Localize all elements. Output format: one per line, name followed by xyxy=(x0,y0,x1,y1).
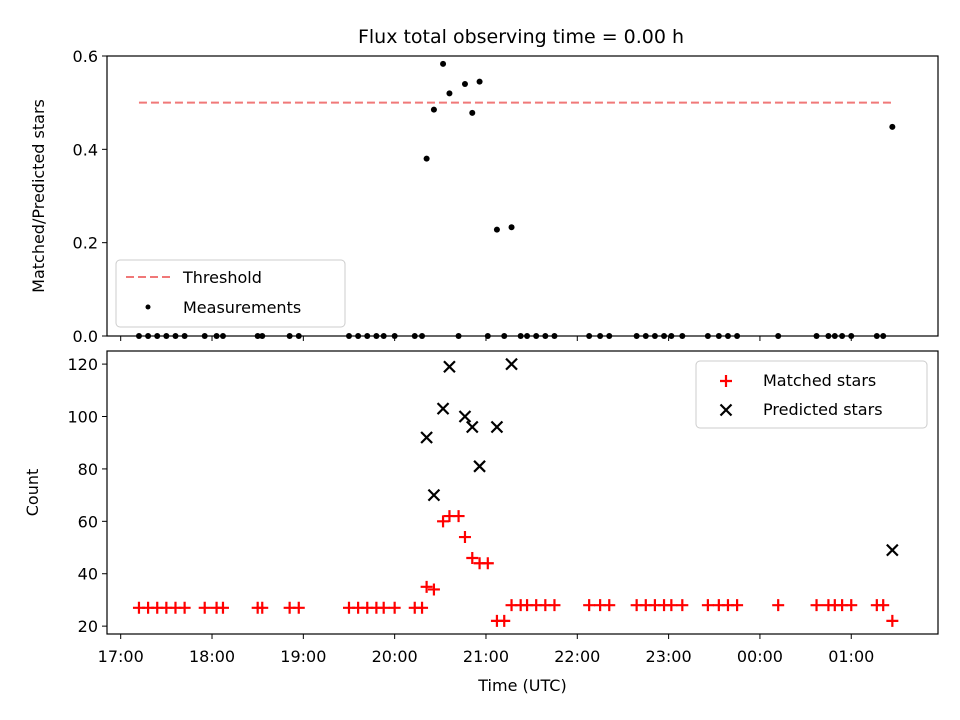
matched-point xyxy=(292,601,305,614)
matched-point xyxy=(731,599,744,612)
legend-predicted-label: Predicted stars xyxy=(763,400,883,419)
measurement-point xyxy=(508,224,515,231)
top-axes-frame xyxy=(106,55,939,337)
predicted-point xyxy=(886,543,899,557)
matched-point xyxy=(437,515,450,528)
predicted-point xyxy=(465,420,479,434)
predicted-point xyxy=(427,488,441,502)
measurement-point xyxy=(423,155,430,162)
bottom-panel: 20 40 60 80 100 120 17:00 18:00 19:00 20:00 21:00 2… xyxy=(23,350,939,695)
legend-threshold-label: Threshold xyxy=(182,268,262,287)
matched-point xyxy=(665,599,678,612)
bottom-legend-box xyxy=(695,360,928,429)
matched-point xyxy=(216,601,229,614)
xtick-label: 21:00 xyxy=(463,647,509,666)
predicted-point xyxy=(443,360,456,373)
bottom-ytick-label: 80 xyxy=(78,460,98,479)
matched-point xyxy=(498,614,511,627)
matched-point xyxy=(583,599,596,612)
bottom-ytick-label: 100 xyxy=(67,408,98,427)
measurement-point xyxy=(440,60,447,67)
matched-point xyxy=(877,599,890,612)
xtick-label: 17:00 xyxy=(98,647,144,666)
bottom-ytick-label: 20 xyxy=(78,617,98,636)
top-ytick-label: 0.4 xyxy=(73,140,98,159)
measurement-point xyxy=(430,106,437,113)
measurement-point xyxy=(446,90,453,97)
measurement-point xyxy=(476,78,483,85)
predicted-point xyxy=(505,357,518,371)
bottom-ylabel: Count xyxy=(23,469,42,517)
matched-point xyxy=(772,599,785,612)
matched-point xyxy=(466,552,479,565)
matched-point xyxy=(481,557,494,570)
matched-point xyxy=(256,601,269,614)
matched-point xyxy=(178,601,191,614)
matched-point xyxy=(810,599,823,612)
bottom-ytick-label: 40 xyxy=(78,565,98,584)
legend-measurement-label: Measurements xyxy=(183,298,301,317)
predicted-point xyxy=(420,431,433,444)
legend-matched-label: Matched stars xyxy=(763,371,876,390)
matched-point xyxy=(452,510,465,523)
xtick-label: 19:00 xyxy=(280,647,326,666)
legend-measurement-swatch xyxy=(145,304,151,310)
matched-point xyxy=(420,580,433,593)
top-ytick-label: 0.2 xyxy=(73,234,98,253)
measurement-point xyxy=(469,109,476,116)
legend-matched-swatch xyxy=(720,375,732,387)
matched-point xyxy=(458,531,471,544)
matched-point xyxy=(676,599,689,612)
matched-point xyxy=(845,599,858,612)
matched-point xyxy=(388,601,401,614)
matched-point xyxy=(886,614,899,627)
measurement-point xyxy=(461,81,468,87)
xtick-label: 23:00 xyxy=(646,647,692,666)
predicted-point xyxy=(473,460,486,473)
xtick-label: 01:00 xyxy=(828,647,874,666)
top-ytick-label: 0.6 xyxy=(73,47,98,66)
matched-point xyxy=(377,601,390,614)
top-ytick-label: 0.0 xyxy=(73,327,98,346)
predicted-point xyxy=(436,402,450,415)
matched-point xyxy=(548,599,561,612)
measurement-point xyxy=(889,123,896,130)
predicted-point xyxy=(490,420,504,434)
xtick-label: 20:00 xyxy=(372,647,418,666)
xtick-label: 00:00 xyxy=(737,647,783,666)
chart-title: Flux total observing time = 0.00 h xyxy=(358,26,684,48)
top-panel: 0.0 0.2 0.4 0.6 Matched/Predicted stars Thres… xyxy=(29,47,939,346)
xtick-label: 22:00 xyxy=(554,647,600,666)
top-legend-box xyxy=(115,259,346,328)
bottom-ytick-label: 60 xyxy=(78,512,98,531)
bottom-ytick-label: 120 xyxy=(67,355,98,374)
legend-predicted-swatch xyxy=(719,403,733,417)
matched-point xyxy=(603,599,616,612)
measurement-point xyxy=(493,226,500,233)
xtick-label: 18:00 xyxy=(189,647,235,666)
matched-point xyxy=(198,601,211,614)
xlabel: Time (UTC) xyxy=(477,676,566,695)
matched-point xyxy=(701,599,714,612)
predicted-point xyxy=(458,410,472,423)
top-ylabel: Matched/Predicted stars xyxy=(29,99,48,293)
bottom-axes-frame xyxy=(106,350,939,635)
matched-point xyxy=(416,601,429,614)
matched-point xyxy=(427,583,440,596)
